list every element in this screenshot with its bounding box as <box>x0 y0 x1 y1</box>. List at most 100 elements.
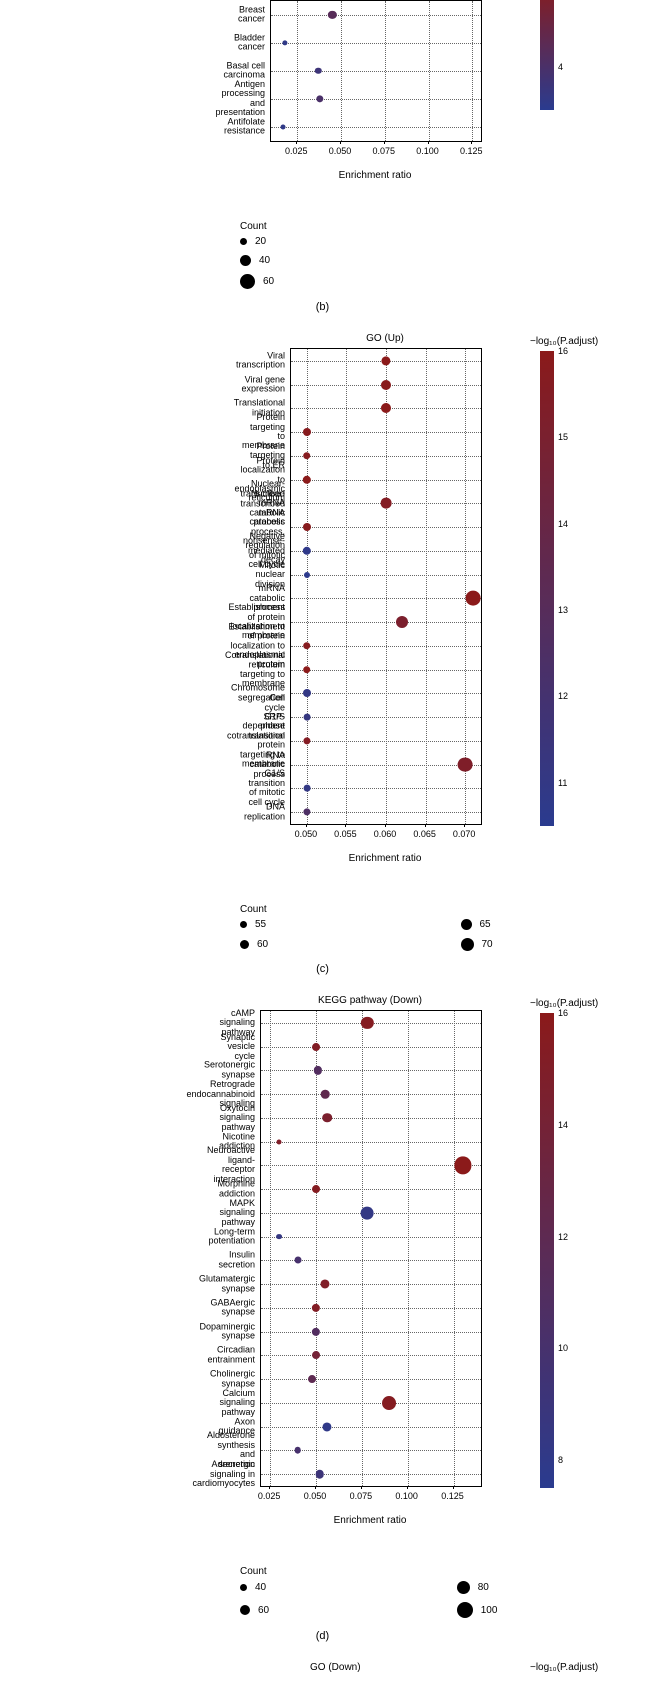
y-axis-label: Viral transcription <box>236 351 291 370</box>
data-point <box>303 547 311 555</box>
gridline-horizontal <box>261 1142 481 1144</box>
y-axis-label: DNA replication <box>244 803 291 822</box>
gridline-horizontal <box>291 765 481 767</box>
data-point <box>281 125 286 130</box>
gridline-vertical <box>307 349 309 824</box>
colorbar-tick-label: 8 <box>554 1455 563 1465</box>
size-legend: Count 55 65 60 70 <box>240 904 645 955</box>
data-point <box>315 1470 324 1479</box>
size-legend-value: 60 <box>263 276 274 287</box>
x-axis-tick-label: 0.050 <box>304 1487 327 1501</box>
y-axis-label: Insulin secretion <box>218 1251 261 1270</box>
colorbar: −log₁₀(P.adjust)810121416 <box>540 1013 554 1488</box>
gridline-horizontal <box>291 575 481 577</box>
y-axis-label: Morphine addiction <box>217 1180 261 1199</box>
gridline-horizontal <box>261 1165 481 1167</box>
gridline-horizontal <box>291 480 481 482</box>
x-axis-tick-label: 0.050 <box>329 142 352 156</box>
data-point <box>396 616 408 628</box>
size-legend: Count408060100 <box>240 1566 645 1622</box>
size-legend-item: 80 <box>457 1581 625 1594</box>
data-point <box>303 714 310 721</box>
x-axis-title: Enrichment ratio <box>270 170 480 181</box>
gridline-horizontal <box>261 1332 481 1334</box>
colorbar-tick-label: 15 <box>554 432 568 442</box>
size-legend-item: 70 <box>461 938 626 951</box>
x-axis-tick-label: 0.050 <box>295 825 318 839</box>
gridline-horizontal <box>261 1355 481 1357</box>
gridline-horizontal <box>261 1403 481 1405</box>
x-axis-tick-label: 0.100 <box>416 142 439 156</box>
data-point <box>294 1257 301 1264</box>
data-point <box>458 757 473 772</box>
gridline-horizontal <box>271 43 481 45</box>
gridline-horizontal <box>291 693 481 695</box>
y-axis-label: Long-term potentiation <box>208 1227 261 1246</box>
gridline-horizontal <box>261 1284 481 1286</box>
x-axis-tick-label: 0.025 <box>258 1487 281 1501</box>
plot-area: cAMP signaling pathwaySynaptic vesicle c… <box>260 1010 482 1487</box>
size-legend-value: 60 <box>257 939 268 950</box>
data-point <box>361 1017 373 1029</box>
data-point <box>303 809 310 816</box>
y-axis-label: GABAergic synapse <box>210 1298 261 1317</box>
size-legend-title: Count <box>240 221 645 232</box>
data-point <box>303 689 311 697</box>
data-point <box>277 1139 282 1144</box>
panel-sublabel: (b) <box>0 301 645 313</box>
gridline-vertical <box>454 1011 456 1486</box>
gridline-horizontal <box>261 1118 481 1120</box>
y-axis-label: Glutamatergic synapse <box>199 1275 261 1294</box>
data-point <box>312 1304 320 1312</box>
data-point <box>322 1113 332 1123</box>
colorbar-tick-label: 14 <box>554 1120 568 1130</box>
chart-panel: Breast cancerBladder cancerBasal cell ca… <box>0 0 645 313</box>
data-point <box>321 1280 330 1289</box>
chart-panel: KEGG pathway (Down) cAMP signaling pathwa… <box>0 995 645 1642</box>
gridline-vertical <box>270 1011 272 1486</box>
colorbar-title: −log₁₀(P.adjust) <box>530 1662 598 1673</box>
gridline-horizontal <box>271 99 481 101</box>
data-point <box>361 1206 374 1219</box>
y-axis-label: Adrenergic signaling in cardiomyocytes <box>192 1460 261 1488</box>
colorbar-tick-label: 11 <box>554 778 567 788</box>
gridline-horizontal <box>291 788 481 790</box>
colorbar: −log₁₀(P.adjust)111213141516 <box>540 351 554 826</box>
y-axis-label: Antigen processing and presentation <box>215 80 271 118</box>
colorbar-tick-label: 12 <box>554 691 568 701</box>
y-axis-label: Antifolate resistance <box>224 118 271 137</box>
y-axis-label: Serotonergic synapse <box>204 1061 261 1080</box>
gridline-vertical <box>426 349 428 824</box>
size-legend-title: Count <box>240 904 645 915</box>
gridline-vertical <box>362 1011 364 1486</box>
gridline-horizontal <box>261 1070 481 1072</box>
panel-sublabel: (d) <box>0 1630 645 1642</box>
gridline-vertical <box>465 349 467 824</box>
size-legend-item: 40 <box>240 255 625 266</box>
x-axis-tick-label: 0.075 <box>372 142 395 156</box>
data-point <box>381 403 391 413</box>
size-legend-value: 65 <box>480 919 491 930</box>
gridline-horizontal <box>291 456 481 458</box>
gridline-horizontal <box>271 15 481 17</box>
data-point <box>303 428 311 436</box>
size-legend-title: Count <box>240 1566 645 1577</box>
data-point <box>303 475 311 483</box>
y-axis-label: Bladder cancer <box>234 34 271 53</box>
size-legend-item: 60 <box>240 1602 397 1618</box>
gridline-vertical <box>316 1011 318 1486</box>
size-legend-item: 55 <box>240 919 401 930</box>
gridline-horizontal <box>291 527 481 529</box>
colorbar-tick-label: 4 <box>554 62 563 72</box>
x-axis-tick-label: 0.125 <box>441 1487 464 1501</box>
chart-title: KEGG pathway (Down) <box>260 995 480 1006</box>
gridline-horizontal <box>261 1189 481 1191</box>
data-point <box>303 666 311 674</box>
colorbar-tick-label: 16 <box>554 346 568 356</box>
gridline-horizontal <box>261 1308 481 1310</box>
y-axis-label: Cholinergic synapse <box>210 1370 261 1389</box>
gridline-horizontal <box>261 1474 481 1476</box>
plot-area: Breast cancerBladder cancerBasal cell ca… <box>270 0 482 142</box>
x-axis-tick-label: 0.100 <box>395 1487 418 1501</box>
size-legend-item: 60 <box>240 938 401 951</box>
